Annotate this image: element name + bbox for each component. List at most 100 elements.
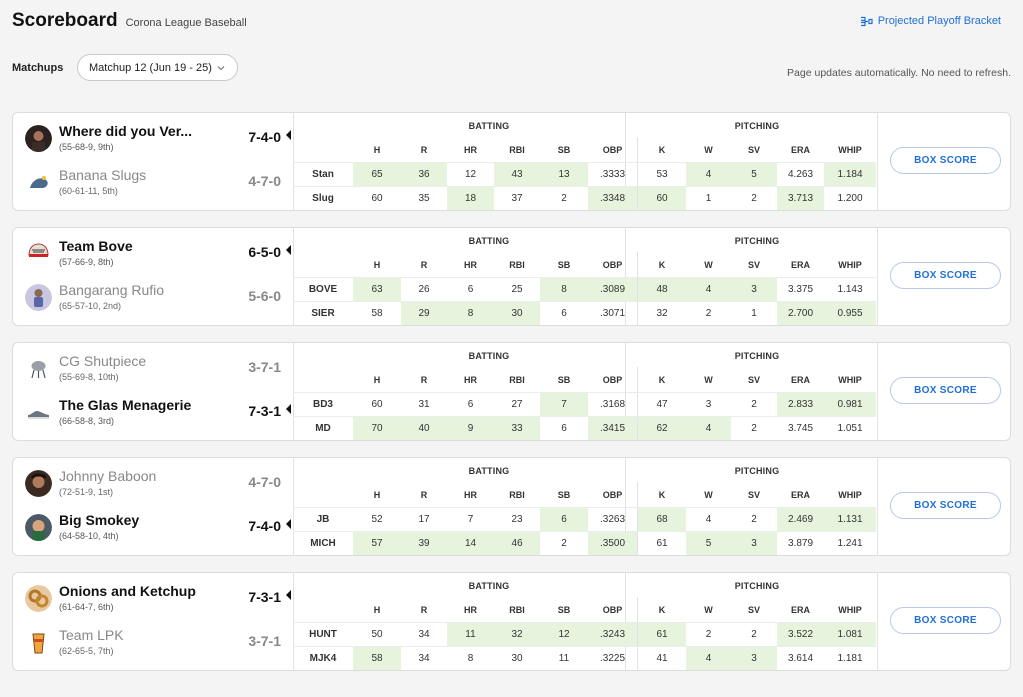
team-abbreviation: HUNT [309, 629, 337, 640]
team-name[interactable]: Team Bove [59, 238, 133, 254]
slug-avatar [25, 169, 52, 196]
stat-cell: 41 [656, 653, 668, 664]
team-stats-row: MJK4 58 34 8 30 11 .3225 41 4 3 3.614 1.181 [293, 646, 876, 670]
stat-cell: 27 [511, 399, 523, 410]
stat-cell: 7 [540, 393, 588, 416]
winner-indicator-icon [286, 519, 291, 529]
cap-avatar [25, 240, 52, 267]
team-name[interactable]: Onions and Ketchup [59, 583, 196, 599]
stat-cell: 2 [751, 629, 757, 640]
stat-cell: 63 [353, 278, 401, 301]
team-standing: (57-66-9, 8th) [59, 257, 114, 267]
stat-header: SV [747, 144, 760, 155]
matchup-record: 3-7-1 [248, 633, 281, 649]
team-entry[interactable]: The Glas Menagerie (66-58-8, 3rd) 7-3-1 [25, 397, 291, 437]
matchup-card: CG Shutpiece (55-69-8, 10th) 3-7-1 The Glas… [12, 342, 1011, 441]
box-score-button[interactable]: BOX SCORE [890, 147, 1001, 174]
stat-header: R [420, 144, 428, 155]
box-score-button[interactable]: BOX SCORE [890, 607, 1001, 634]
stat-cell: 46 [494, 532, 540, 555]
team-avatar [25, 284, 52, 311]
stat-cell: 25 [511, 284, 523, 295]
stat-cell: 3 [705, 399, 712, 410]
stat-header: WHIP [838, 259, 862, 270]
section-divider [293, 228, 294, 325]
stat-header: SV [747, 374, 760, 385]
stat-cell: 52 [371, 514, 383, 525]
stat-cell: 6 [467, 284, 474, 295]
team-name[interactable]: Bangarang Rufio [59, 282, 165, 298]
box-score-button[interactable]: BOX SCORE [890, 377, 1001, 404]
team-avatar [25, 514, 52, 541]
team-entry[interactable]: Bangarang Rufio (65-57-10, 2nd) 5-6-0 [25, 282, 285, 322]
section-divider [877, 228, 878, 325]
matchup-dropdown[interactable]: Matchup 12 (Jun 19 - 25) [77, 54, 238, 81]
stat-header: HR [464, 374, 477, 385]
team-name[interactable]: Banana Slugs [59, 167, 147, 183]
team-entry[interactable]: Team LPK (62-65-5, 7th) 3-7-1 [25, 627, 285, 667]
box-score-button[interactable]: BOX SCORE [890, 492, 1001, 519]
stat-cell: 5 [686, 532, 731, 555]
lpk-avatar [25, 629, 52, 656]
matchup-card: Johnny Baboon (72-51-9, 1st) 4-7-0 Big Smok… [12, 457, 1011, 556]
stat-header: H [373, 489, 381, 500]
stat-cell: 1.081 [824, 623, 876, 646]
team-stats-row: MICH 57 39 14 46 2 .3500 61 5 3 3.879 1.241 [293, 531, 876, 555]
team-name[interactable]: The Glas Menagerie [59, 397, 192, 413]
stat-cell: 4 [686, 647, 731, 670]
stats-header-row: H R HR RBI SB OBP K W SV ERA WHIP [293, 252, 876, 277]
pitching-title: PITCHING [734, 466, 780, 476]
team-name[interactable]: Johnny Baboon [59, 468, 157, 484]
team-entry[interactable]: Where did you Ver... (55-68-9, 9th) 7-4-0 [25, 123, 291, 163]
matchup-card: Onions and Ketchup (61-64-7, 6th) 7-3-1 Tea… [12, 572, 1011, 671]
team-name[interactable]: Team LPK [59, 627, 124, 643]
stat-cell: 37 [511, 193, 523, 204]
section-divider [625, 573, 626, 670]
winner-indicator-icon [286, 590, 291, 600]
team-entry[interactable]: Team Bove (57-66-9, 8th) 6-5-0 [25, 238, 291, 278]
team-entry[interactable]: Johnny Baboon (72-51-9, 1st) 4-7-0 [25, 468, 285, 508]
stat-header: SB [557, 259, 571, 270]
stat-cell: 48 [638, 278, 686, 301]
stat-cell: .3348 [588, 187, 638, 210]
stat-header: H [373, 374, 381, 385]
stat-cell: 3.745 [787, 423, 814, 434]
section-divider [877, 113, 878, 210]
winner-indicator-icon [286, 404, 291, 414]
stat-cell: 1.200 [837, 193, 863, 204]
team-abbreviation: MD [315, 423, 331, 434]
stat-cell: 58 [353, 647, 401, 670]
stat-header: OBP [588, 252, 638, 277]
team-entry[interactable]: CG Shutpiece (55-69-8, 10th) 3-7-1 [25, 353, 285, 393]
pitching-title: PITCHING [734, 236, 780, 246]
stat-header: RBI [509, 144, 525, 155]
matchup-record: 7-4-0 [248, 129, 281, 145]
batting-title: BATTING [468, 466, 510, 476]
stat-cell: 34 [418, 653, 430, 664]
team-name[interactable]: CG Shutpiece [59, 353, 147, 369]
stat-cell: .3415 [588, 417, 638, 440]
stat-cell: 2.469 [777, 508, 824, 531]
team-name[interactable]: Where did you Ver... [59, 123, 193, 139]
portrait2-avatar [25, 470, 52, 497]
stat-cell: .3225 [588, 647, 638, 670]
stat-cell: 30 [511, 653, 523, 664]
stat-cell: 60 [371, 399, 383, 410]
matchup-record: 3-7-1 [248, 359, 281, 375]
projected-playoff-bracket-link[interactable]: Projected Playoff Bracket [860, 15, 1001, 27]
stat-cell: 40 [401, 417, 447, 440]
matchup-card: Where did you Ver... (55-68-9, 9th) 7-4-0 B… [12, 112, 1011, 211]
stat-cell: 26 [418, 284, 430, 295]
team-name[interactable]: Big Smokey [59, 512, 140, 528]
team-entry[interactable]: Onions and Ketchup (61-64-7, 6th) 7-3-1 [25, 583, 291, 623]
section-divider [625, 343, 626, 440]
stat-cell: 39 [401, 532, 447, 555]
stat-cell: 4 [705, 514, 712, 525]
team-entry[interactable]: Big Smokey (64-58-10, 4th) 7-4-0 [25, 512, 291, 552]
stat-cell: 3.522 [777, 623, 824, 646]
team-avatar [25, 355, 52, 382]
team-entry[interactable]: Banana Slugs (60-61-11, 5th) 4-7-0 [25, 167, 285, 207]
box-score-button[interactable]: BOX SCORE [890, 262, 1001, 289]
team-abbreviation: SIER [311, 308, 335, 319]
stat-header: OBP [588, 367, 638, 392]
